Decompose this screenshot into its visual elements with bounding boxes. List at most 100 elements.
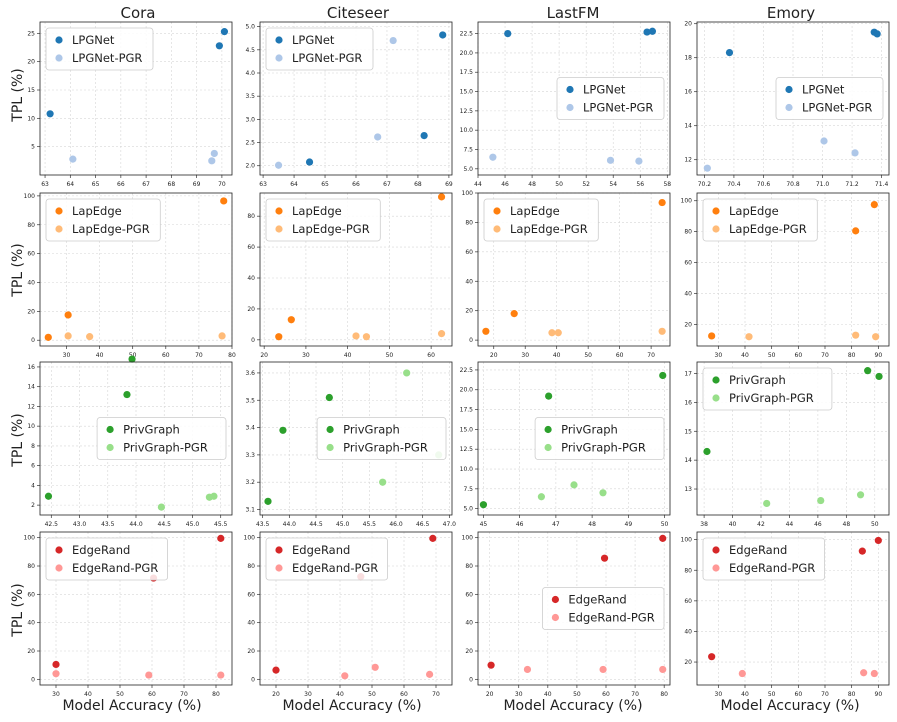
legend-box <box>483 198 599 242</box>
data-point-privgraph-pgr-0 <box>763 499 771 508</box>
legend-marker <box>493 207 501 215</box>
legend-label: PrivGraph <box>123 423 180 437</box>
legend-marker <box>544 425 552 434</box>
plot-frame <box>39 192 233 347</box>
y-tick-label: 100 <box>24 193 36 200</box>
legend: EdgeRand EdgeRand-PGR <box>265 537 388 581</box>
x-tick-label: 46 <box>814 521 822 528</box>
plot-frame <box>477 21 671 176</box>
x-tick-label: 70 <box>432 691 440 698</box>
data-point-edgerand-pgr-2 <box>426 670 434 678</box>
x-tick-label: 70.6 <box>757 181 771 188</box>
y-tick-label: 18 <box>684 55 692 62</box>
data-point-lpgnet-pgr-1 <box>374 133 382 141</box>
x-tick-label: 52 <box>582 181 590 188</box>
y-tick-label: 13 <box>684 486 692 493</box>
legend: PrivGraph PrivGraph-PGR <box>534 417 665 460</box>
x-tick-label: 44 <box>474 181 482 188</box>
data-point-edgerand-2 <box>217 534 225 542</box>
data-point-privgraph-2 <box>128 355 136 363</box>
y-tick-label: 14 <box>684 123 692 130</box>
data-point-edgerand-2 <box>429 534 437 542</box>
y-tick-label: 20.0 <box>460 50 474 57</box>
panel-1-0: 30 40 50 60 70 80 0 20 40 60 80 100 LapEdge LapEdge-P… <box>24 192 236 359</box>
legend: LapEdge LapEdge-PGR <box>45 198 161 242</box>
data-point-lpgnet-1 <box>215 42 223 50</box>
panel-3-3: 30 40 50 60 70 80 9020406080100EdgeRandEdgeRan… <box>681 531 890 698</box>
panel-2-1: 43.5 44.0 44.5 45.0 45.5 46.0 46.5 47.0 3.1 3.2 3.… <box>245 361 456 528</box>
data-point-lapedge-2 <box>220 197 228 205</box>
legend-marker <box>106 425 114 434</box>
legend-label: EdgeRand-PGR <box>729 561 815 575</box>
legend-marker <box>275 225 283 233</box>
x-tick-label: 70 <box>647 352 655 359</box>
data-point-lpgnet-0 <box>504 29 512 38</box>
y-tick-label: 100 <box>681 198 693 205</box>
y-tick-label: 20 <box>684 21 692 28</box>
data-point-privgraph-pgr-1 <box>403 369 411 377</box>
data-point-lpgnet-pgr-2 <box>851 149 859 157</box>
y-tick-label: 80 <box>684 229 692 236</box>
y-tick-label: 40 <box>27 620 35 627</box>
y-tick-label: 10 <box>27 423 35 430</box>
legend-box <box>96 417 227 460</box>
x-tick-label: 70 <box>631 691 639 698</box>
legend: EdgeRand EdgeRand-PGR <box>702 537 825 581</box>
y-tick-label: 17 <box>684 371 692 378</box>
data-point-privgraph-0 <box>264 497 272 505</box>
data-point-lapedge-pgr-1 <box>852 331 860 339</box>
plot-frame <box>259 192 453 347</box>
y-tick-label: 5.0 <box>463 166 473 173</box>
y-tick-label: 5 <box>31 144 35 151</box>
legend-marker <box>275 36 283 44</box>
x-axis-label-col-4: Model Accuracy (%) <box>720 698 859 714</box>
legend-box <box>265 537 388 581</box>
legend-box <box>702 537 825 581</box>
x-tick-label: 60 <box>162 352 170 359</box>
y-tick-label: 0 <box>469 676 473 683</box>
legend-label: PrivGraph-PGR <box>729 391 814 405</box>
legend: EdgeRand EdgeRand-PGR <box>542 587 665 630</box>
y-tick-label: 60 <box>27 251 35 258</box>
x-tick-label: 60 <box>148 691 156 698</box>
y-axis-label-row-2: TPL (%) <box>10 243 26 297</box>
y-tick-label: 20 <box>27 648 35 655</box>
data-point-edgerand-0 <box>708 653 716 661</box>
data-point-privgraph-pgr-1 <box>570 481 578 489</box>
data-point-privgraph-pgr-2 <box>210 492 218 500</box>
y-tick-label: 5.0 <box>245 24 255 31</box>
legend: LapEdge LapEdge-PGR <box>702 198 818 242</box>
y-tick-label: 17.5 <box>460 407 474 414</box>
legend-marker <box>55 54 63 62</box>
x-tick-label: 71.0 <box>816 181 830 188</box>
plot-frame <box>39 531 233 686</box>
y-tick-label: 60 <box>465 591 473 598</box>
x-tick-label: 44.0 <box>283 521 297 528</box>
legend: PrivGraph PrivGraph-PGR <box>702 367 833 411</box>
legend-marker <box>55 564 63 572</box>
row-y-labels: TPL (%) TPL (%) TPL (%) TPL (%) <box>10 68 26 637</box>
data-point-privgraph-pgr-1 <box>817 496 825 505</box>
data-point-edgerand-2 <box>659 534 667 542</box>
x-tick-label: 43.5 <box>101 521 115 528</box>
legend-marker <box>55 225 63 233</box>
x-tick-label: 68 <box>168 181 176 188</box>
y-tick-label: 3.6 <box>245 370 255 377</box>
x-tick-label: 67 <box>383 181 391 188</box>
data-point-lapedge-2 <box>437 193 446 201</box>
x-tick-label: 65 <box>92 181 100 188</box>
data-point-edgerand-pgr-0 <box>738 669 746 678</box>
x-tick-label: 45.5 <box>363 521 377 528</box>
y-tick-label: 100 <box>462 190 474 197</box>
column-title-cora: Cora <box>120 4 155 22</box>
data-point-privgraph-0 <box>703 447 711 456</box>
y-tick-label: 3.4 <box>245 425 255 432</box>
data-point-privgraph-2 <box>325 393 333 402</box>
x-tick-label: 70 <box>821 691 829 698</box>
legend-label: LapEdge-PGR <box>72 222 150 236</box>
x-tick-label: 60 <box>795 352 803 359</box>
x-tick-label: 40 <box>729 521 737 528</box>
